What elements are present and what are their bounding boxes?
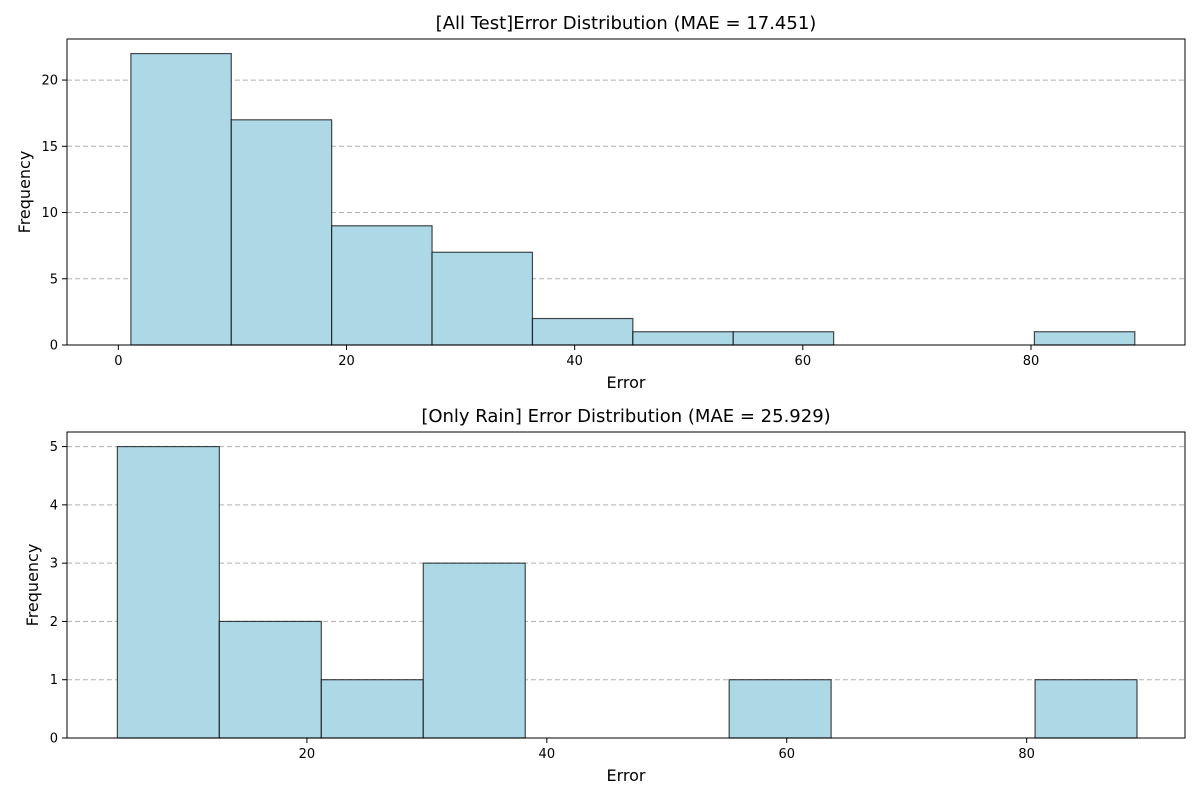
histogram-bar	[331, 225, 433, 346]
histogram-bar	[320, 679, 424, 739]
y-tick-label: 5	[50, 440, 58, 455]
histogram-bar	[632, 331, 734, 346]
x-tick-label: 40	[539, 747, 556, 762]
histogram-bar	[230, 119, 333, 346]
y-tick-label: 2	[50, 615, 58, 630]
axes-frame	[66, 38, 1186, 346]
x-tick-label: 20	[338, 354, 355, 369]
x-tick-label: 80	[1018, 747, 1035, 762]
axes-frame	[66, 431, 1186, 739]
y-tick-label: 5	[50, 272, 58, 287]
y-axis-label: Frequency	[23, 544, 42, 627]
y-tick-label: 4	[50, 498, 58, 513]
y-tick-label: 3	[50, 557, 58, 572]
histogram-bar	[422, 562, 526, 739]
y-tick-label: 1	[50, 673, 58, 688]
y-tick-label: 10	[41, 206, 58, 221]
chart-title: [All Test]Error Distribution (MAE = 17.4…	[436, 13, 817, 34]
chart-panel-2: 0 1 2 3 4 5 20 40 60 80 [Only Rain] Error Distribu…	[23, 406, 1186, 785]
y-axis-label: Frequency	[15, 151, 34, 234]
x-tick-label: 80	[1023, 354, 1040, 369]
histogram-bar	[1033, 331, 1136, 346]
x-tick-label: 40	[566, 354, 583, 369]
histogram-bar	[431, 251, 534, 346]
x-tick-label: 60	[778, 747, 795, 762]
x-tick-label: 20	[299, 747, 316, 762]
x-tick-label: 0	[114, 354, 122, 369]
histogram-bar	[116, 445, 220, 739]
histogram-bar	[218, 620, 322, 739]
x-axis-label: Error	[607, 373, 646, 392]
histogram-bar	[130, 52, 232, 346]
y-tick-label: 20	[41, 74, 58, 89]
x-axis-label: Error	[607, 766, 646, 785]
chart-title: [Only Rain] Error Distribution (MAE = 25…	[421, 406, 830, 427]
y-tick-label: 0	[50, 339, 58, 354]
histogram-bar	[531, 317, 634, 346]
histogram-bar	[728, 679, 832, 739]
chart-panel-1: 0 5 10 15 20 0 20 40 60 80 [All Test]Error Distrib…	[15, 13, 1186, 392]
histogram-bar	[1034, 679, 1138, 739]
y-tick-label: 0	[50, 732, 58, 747]
x-tick-label: 60	[795, 354, 812, 369]
histogram-bar	[732, 331, 835, 346]
y-tick-label: 15	[41, 140, 58, 155]
